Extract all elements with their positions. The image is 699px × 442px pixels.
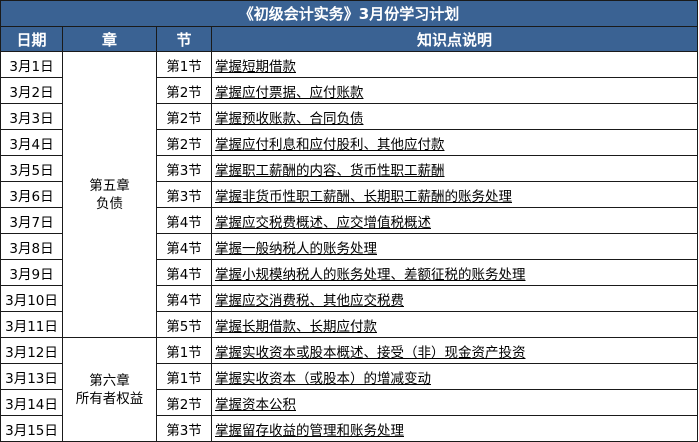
section-cell: 第3节 bbox=[156, 415, 212, 442]
date-cell: 3月8日 bbox=[0, 233, 63, 260]
chapter-name: 负债 bbox=[96, 195, 123, 212]
topic-cell: 掌握应交消费税、其他应交税费 bbox=[211, 285, 698, 312]
topic-link[interactable]: 掌握实收资本或股本概述、接受（非）现金资产投资 bbox=[215, 344, 526, 361]
date-cell: 3月1日 bbox=[0, 51, 63, 78]
topic-cell: 掌握小规模纳税人的账务处理、差额征税的账务处理 bbox=[211, 259, 698, 286]
section-cell: 第4节 bbox=[156, 259, 212, 286]
topic-link[interactable]: 掌握一般纳税人的账务处理 bbox=[215, 240, 377, 257]
topic-link[interactable]: 掌握短期借款 bbox=[215, 58, 296, 75]
header-section: 节 bbox=[156, 26, 212, 52]
topic-cell: 掌握实收资本或股本概述、接受（非）现金资产投资 bbox=[211, 337, 698, 364]
section-cell: 第2节 bbox=[156, 77, 212, 104]
topic-link[interactable]: 掌握小规模纳税人的账务处理、差额征税的账务处理 bbox=[215, 266, 526, 283]
table-row: 3月9日 第4节 掌握小规模纳税人的账务处理、差额征税的账务处理 bbox=[0, 259, 698, 286]
table-row: 3月4日 第2节 掌握应付利息和应付股利、其他应付款 bbox=[0, 129, 698, 156]
table-row: 3月10日 第4节 掌握应交消费税、其他应交税费 bbox=[0, 285, 698, 312]
table-row: 3月1日 第五章 负债 第1节 掌握短期借款 bbox=[0, 51, 698, 338]
topic-cell: 掌握资本公积 bbox=[211, 389, 698, 416]
topic-cell: 掌握应交税费概述、应交增值税概述 bbox=[211, 207, 698, 234]
chapter-name: 所有者权益 bbox=[75, 390, 144, 407]
topic-link[interactable]: 掌握应付利息和应付股利、其他应付款 bbox=[215, 136, 445, 153]
topic-link[interactable]: 掌握预收账款、合同负债 bbox=[215, 110, 364, 127]
section-cell: 第1节 bbox=[156, 337, 212, 364]
table-row: 3月8日 第4节 掌握一般纳税人的账务处理 bbox=[0, 233, 698, 260]
topic-link[interactable]: 掌握应交税费概述、应交增值税概述 bbox=[215, 214, 431, 231]
topic-link[interactable]: 掌握应交消费税、其他应交税费 bbox=[215, 292, 404, 309]
section-cell: 第5节 bbox=[156, 311, 212, 338]
table-row: 3月5日 第3节 掌握职工薪酬的内容、货币性职工薪酬 bbox=[0, 155, 698, 182]
topic-link[interactable]: 掌握应付票据、应付账款 bbox=[215, 84, 364, 101]
topic-cell: 掌握留存收益的管理和账务处理 bbox=[211, 415, 698, 442]
chapter-number: 第五章 bbox=[89, 177, 130, 194]
topic-cell: 掌握一般纳税人的账务处理 bbox=[211, 233, 698, 260]
section-cell: 第2节 bbox=[156, 389, 212, 416]
topic-cell: 掌握职工薪酬的内容、货币性职工薪酬 bbox=[211, 155, 698, 182]
topic-link[interactable]: 掌握留存收益的管理和账务处理 bbox=[215, 422, 404, 439]
topic-cell: 掌握长期借款、长期应付款 bbox=[211, 311, 698, 338]
table-row: 3月11日 第5节 掌握长期借款、长期应付款 bbox=[0, 311, 698, 338]
topic-cell: 掌握预收账款、合同负债 bbox=[211, 103, 698, 130]
chapter-number: 第六章 bbox=[89, 372, 130, 389]
section-cell: 第4节 bbox=[156, 285, 212, 312]
table-row: 3月12日 第六章 所有者权益 第1节 掌握实收资本或股本概述、接受（非）现金资产投资 bbox=[0, 337, 698, 442]
topic-cell: 掌握短期借款 bbox=[211, 51, 698, 78]
date-cell: 3月15日 bbox=[0, 415, 63, 442]
date-cell: 3月6日 bbox=[0, 181, 63, 208]
date-cell: 3月14日 bbox=[0, 389, 63, 416]
section-cell: 第1节 bbox=[156, 363, 212, 390]
table-row: 3月3日 第2节 掌握预收账款、合同负债 bbox=[0, 103, 698, 130]
topic-cell: 掌握非货币性职工薪酬、长期职工薪酬的账务处理 bbox=[211, 181, 698, 208]
date-cell: 3月10日 bbox=[0, 285, 63, 312]
section-cell: 第1节 bbox=[156, 51, 212, 78]
date-cell: 3月2日 bbox=[0, 77, 63, 104]
topic-cell: 掌握应付利息和应付股利、其他应付款 bbox=[211, 129, 698, 156]
header-topic: 知识点说明 bbox=[211, 26, 698, 52]
topic-link[interactable]: 掌握资本公积 bbox=[215, 396, 296, 413]
date-cell: 3月3日 bbox=[0, 103, 63, 130]
date-cell: 3月7日 bbox=[0, 207, 63, 234]
date-cell: 3月13日 bbox=[0, 363, 63, 390]
date-cell: 3月5日 bbox=[0, 155, 63, 182]
table-title: 《初级会计实务》3月份学习计划 bbox=[0, 0, 698, 27]
topic-link[interactable]: 掌握实收资本（或股本）的增减变动 bbox=[215, 370, 431, 387]
topic-cell: 掌握应付票据、应付账款 bbox=[211, 77, 698, 104]
date-cell: 3月4日 bbox=[0, 129, 63, 156]
topic-link[interactable]: 掌握职工薪酬的内容、货币性职工薪酬 bbox=[215, 162, 445, 179]
section-cell: 第3节 bbox=[156, 181, 212, 208]
table-row: 3月13日 第1节 掌握实收资本（或股本）的增减变动 bbox=[0, 363, 698, 390]
header-chapter: 章 bbox=[62, 26, 157, 52]
chapter-cell: 第五章 负债 bbox=[62, 51, 157, 338]
chapter-cell: 第六章 所有者权益 bbox=[62, 337, 157, 442]
table-row: 3月6日 第3节 掌握非货币性职工薪酬、长期职工薪酬的账务处理 bbox=[0, 181, 698, 208]
section-cell: 第4节 bbox=[156, 233, 212, 260]
section-cell: 第2节 bbox=[156, 129, 212, 156]
section-cell: 第3节 bbox=[156, 155, 212, 182]
topic-link[interactable]: 掌握非货币性职工薪酬、长期职工薪酬的账务处理 bbox=[215, 188, 512, 205]
date-cell: 3月9日 bbox=[0, 259, 63, 286]
date-cell: 3月12日 bbox=[0, 337, 63, 364]
section-cell: 第4节 bbox=[156, 207, 212, 234]
topic-link[interactable]: 掌握长期借款、长期应付款 bbox=[215, 318, 377, 335]
section-cell: 第2节 bbox=[156, 103, 212, 130]
date-cell: 3月11日 bbox=[0, 311, 63, 338]
topic-cell: 掌握实收资本（或股本）的增减变动 bbox=[211, 363, 698, 390]
header-date: 日期 bbox=[0, 26, 63, 52]
